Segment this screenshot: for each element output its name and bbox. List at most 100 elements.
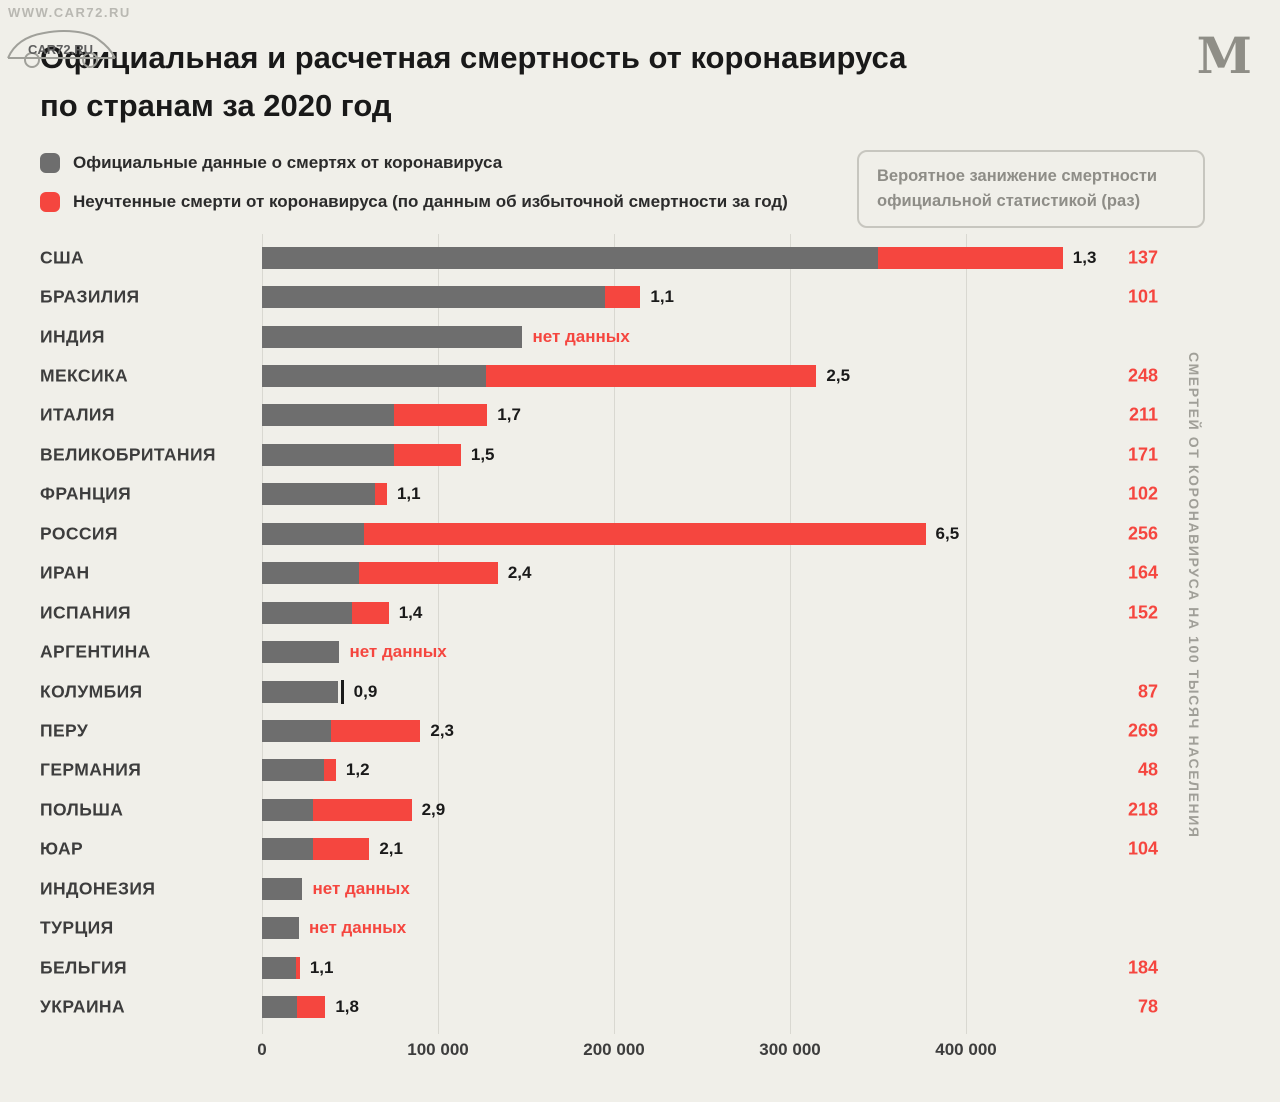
excess-bar xyxy=(605,286,641,309)
x-axis-tick-label: 200 000 xyxy=(583,1040,645,1059)
callout-box: Вероятное занижение смертности официальн… xyxy=(857,150,1205,228)
car-icon: CAR72.RU xyxy=(7,30,116,68)
country-label: ЮАР xyxy=(40,838,84,859)
meduza-logo: M xyxy=(1196,26,1252,85)
chart-row: УКРАИНА 1,8 78 xyxy=(0,987,1280,1026)
per-100k-value: 256 xyxy=(1127,523,1158,544)
multiplier-label: 1,7 xyxy=(497,405,521,425)
title-line-2: по странам за 2020 год xyxy=(40,88,392,123)
official-bar xyxy=(262,877,303,900)
chart-row: ИНДОНЕЗИЯ нет данных xyxy=(0,869,1280,908)
per-100k-value: 102 xyxy=(1127,483,1158,504)
excess-bar xyxy=(374,483,387,506)
official-bar xyxy=(262,562,359,585)
x-axis-tick-label: 300 000 xyxy=(759,1040,821,1059)
excess-bar xyxy=(330,719,421,742)
x-axis: 0 100 000 200 000 300 000 400 000 xyxy=(0,1040,1280,1070)
watermark-url-text: WWW.CAR72.RU xyxy=(8,5,131,20)
excess-bar xyxy=(878,246,1063,269)
callout-line-1: Вероятное занижение смертности xyxy=(877,167,1158,185)
bar-group: 2,9 xyxy=(262,798,445,822)
x-axis-tick-label: 0 xyxy=(257,1040,267,1059)
chart-row: КОЛУМБИЯ 0,9 87 xyxy=(0,672,1280,711)
chart-row: БРАЗИЛИЯ 1,1 101 xyxy=(0,277,1280,316)
official-bar xyxy=(262,443,394,466)
chart-row: ПОЛЬША 2,9 218 xyxy=(0,790,1280,829)
gridline xyxy=(790,234,791,1034)
per-100k-value: 152 xyxy=(1127,602,1158,623)
gridline xyxy=(614,234,615,1034)
official-bar xyxy=(262,838,314,861)
chart-rows: США 1,3 137 БРАЗИЛИЯ 1,1 101 ИНДИЯ нет данных МЕ… xyxy=(0,238,1280,1027)
chart-row: ФРАНЦИЯ 1,1 102 xyxy=(0,475,1280,514)
multiplier-label: 2,5 xyxy=(826,366,851,386)
chart-row: ИТАЛИЯ 1,7 211 xyxy=(0,396,1280,435)
bar-group: 1,8 xyxy=(262,995,359,1019)
per-100k-value: 101 xyxy=(1127,286,1158,307)
page-title: Официальная и расчетная смертность от ко… xyxy=(40,34,906,130)
no-data-label: нет данных xyxy=(349,642,447,662)
legend: Официальные данные о смертях от коронави… xyxy=(40,150,788,228)
chart-row: РОССИЯ 6,5 256 xyxy=(0,514,1280,553)
country-label: БЕЛЬГИЯ xyxy=(40,957,127,978)
multiplier-label: 1,4 xyxy=(398,602,423,622)
callout-line-2: официальной статистикой (раз) xyxy=(877,191,1141,210)
per-100k-value: 269 xyxy=(1127,720,1158,741)
gridline xyxy=(438,234,439,1034)
legend-label-excess: Неучтенные смерти от коронавируса (по да… xyxy=(73,192,788,211)
country-label: ВЕЛИКОБРИТАНИЯ xyxy=(40,444,216,465)
official-bar xyxy=(262,246,878,269)
official-bar xyxy=(262,759,324,782)
bar-group: 1,5 xyxy=(262,443,495,467)
bar-group: 2,5 xyxy=(262,364,850,388)
legend-label-official: Официальные данные о смертях от коронави… xyxy=(73,153,503,172)
country-label: ПЕРУ xyxy=(40,720,89,741)
per-100k-value: 87 xyxy=(1137,681,1158,702)
car72-watermark-logo: CAR72.RU xyxy=(2,16,122,79)
per-100k-value: 218 xyxy=(1127,799,1158,820)
country-label: РОССИЯ xyxy=(40,523,118,544)
chart-row: ИСПАНИЯ 1,4 152 xyxy=(0,593,1280,632)
multiplier-label: 2,1 xyxy=(379,839,403,859)
country-label: ФРАНЦИЯ xyxy=(40,483,132,504)
multiplier-label: 2,9 xyxy=(421,799,446,819)
country-label: ГЕРМАНИЯ xyxy=(40,759,142,780)
official-bar xyxy=(262,641,340,664)
bar-group: нет данных xyxy=(262,916,406,940)
official-bar xyxy=(262,365,486,388)
per-100k-value: 211 xyxy=(1128,404,1158,425)
multiplier-label: 2,3 xyxy=(430,720,455,740)
right-axis-label: СМЕРТЕЙ ОТ КОРОНАВИРУСА НА 100 ТЫСЯЧ НАС… xyxy=(1186,352,1202,839)
official-swatch-icon xyxy=(40,153,60,173)
per-100k-value: 171 xyxy=(1127,444,1158,465)
understatement-tick-marker xyxy=(340,679,344,704)
bar-group: 1,3 xyxy=(262,246,1096,270)
legend-item-excess: Неучтенные смерти от коронавируса (по да… xyxy=(40,189,788,215)
bar-group: 1,2 xyxy=(262,758,370,782)
official-bar xyxy=(262,286,606,309)
per-100k-value: 48 xyxy=(1137,759,1158,780)
chart-row: ИНДИЯ нет данных xyxy=(0,317,1280,356)
official-bar xyxy=(262,483,375,506)
per-100k-value: 104 xyxy=(1127,838,1158,859)
bar-group: 1,4 xyxy=(262,601,422,625)
bar-group: нет данных xyxy=(262,877,410,901)
country-label: ИНДИЯ xyxy=(40,326,105,347)
chart-row: МЕКСИКА 2,5 248 xyxy=(0,356,1280,395)
official-bar xyxy=(262,325,523,348)
per-100k-value: 184 xyxy=(1127,957,1158,978)
excess-bar xyxy=(394,404,488,427)
x-axis-tick-label: 400 000 xyxy=(935,1040,997,1059)
country-label: ИРАН xyxy=(40,562,90,583)
country-label: МЕКСИКА xyxy=(40,365,129,386)
chart-row: ПЕРУ 2,3 269 xyxy=(0,711,1280,750)
multiplier-label: 1,5 xyxy=(470,444,495,464)
excess-bar xyxy=(358,562,498,585)
multiplier-label: 1,1 xyxy=(650,287,675,307)
official-bar xyxy=(262,522,365,545)
bar-group: 6,5 xyxy=(262,522,959,546)
chart-row: ТУРЦИЯ нет данных xyxy=(0,908,1280,947)
bar-group: 1,7 xyxy=(262,403,521,427)
no-data-label: нет данных xyxy=(308,918,407,938)
multiplier-label: 1,1 xyxy=(396,484,421,504)
